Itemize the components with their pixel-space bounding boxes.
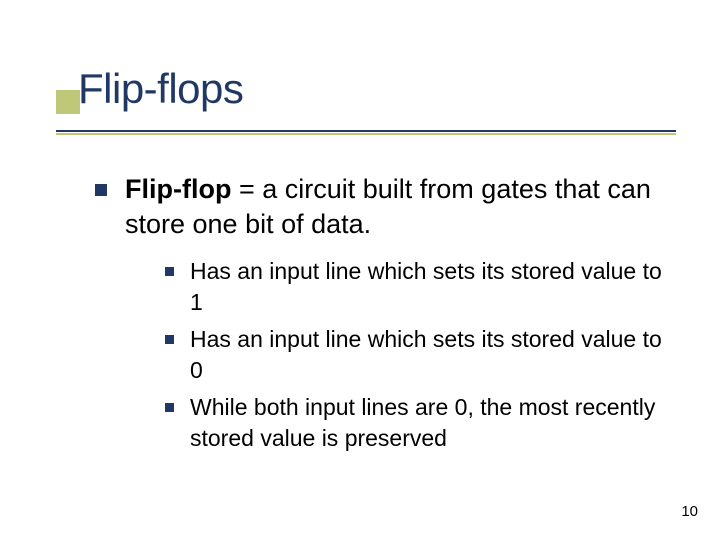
bullet-square-icon xyxy=(95,184,107,196)
term-bold: Flip-flop xyxy=(125,174,231,204)
level1-item: Flip-flop = a circuit built from gates t… xyxy=(95,172,670,242)
bullet-square-icon xyxy=(165,335,174,344)
sublist: Has an input line which sets its stored … xyxy=(165,256,670,454)
content-area: Flip-flop = a circuit built from gates t… xyxy=(95,172,670,460)
title-underline xyxy=(56,130,676,132)
level2-text: Has an input line which sets its stored … xyxy=(190,324,670,386)
slide-title-block: Flip-flops xyxy=(78,65,243,113)
level2-text: While both input lines are 0, the most r… xyxy=(190,392,670,454)
bullet-square-icon xyxy=(165,267,174,276)
title-accent-square xyxy=(56,90,80,114)
level2-item: Has an input line which sets its stored … xyxy=(165,324,670,386)
level2-item: Has an input line which sets its stored … xyxy=(165,256,670,318)
title-underline-shadow xyxy=(56,133,676,135)
page-number: 10 xyxy=(681,503,698,520)
bullet-square-icon xyxy=(165,403,174,412)
level2-text: Has an input line which sets its stored … xyxy=(190,256,670,318)
level1-text: Flip-flop = a circuit built from gates t… xyxy=(125,172,670,242)
level2-item: While both input lines are 0, the most r… xyxy=(165,392,670,454)
slide-title: Flip-flops xyxy=(78,65,243,113)
